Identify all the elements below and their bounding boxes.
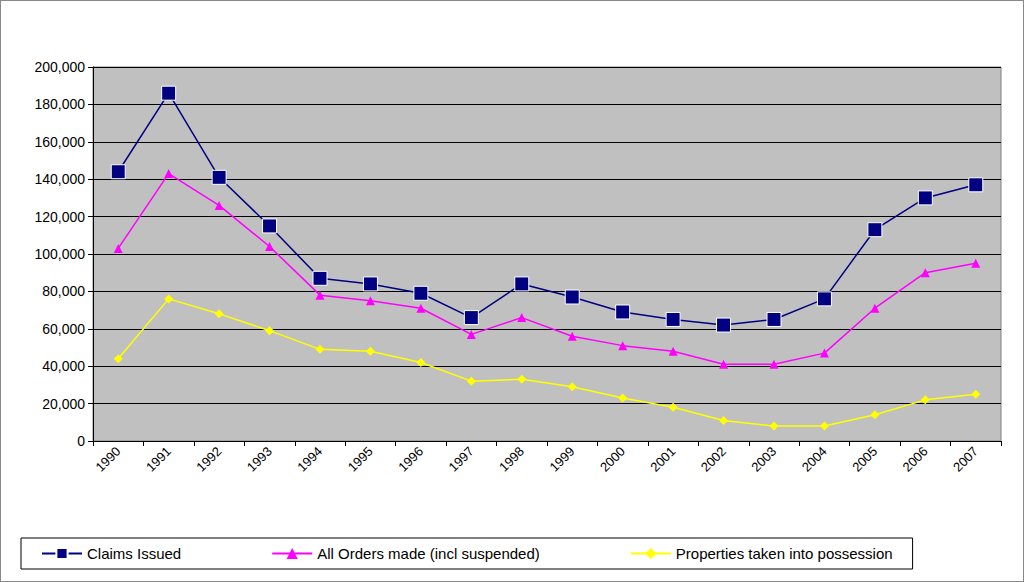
- svg-text:2001: 2001: [647, 444, 678, 475]
- svg-text:20,000: 20,000: [42, 396, 85, 412]
- svg-text:60,000: 60,000: [42, 321, 85, 337]
- svg-text:2002: 2002: [698, 444, 729, 475]
- svg-text:2006: 2006: [900, 444, 931, 475]
- svg-text:120,000: 120,000: [34, 209, 85, 225]
- svg-text:2003: 2003: [748, 444, 779, 475]
- svg-text:0: 0: [77, 433, 85, 449]
- svg-text:All Orders made (incl suspende: All Orders made (incl suspended): [317, 545, 540, 562]
- svg-text:200,000: 200,000: [34, 59, 85, 75]
- svg-text:1993: 1993: [244, 444, 275, 475]
- svg-text:1999: 1999: [546, 444, 577, 475]
- svg-text:2005: 2005: [849, 444, 880, 475]
- svg-text:80,000: 80,000: [42, 283, 85, 299]
- svg-text:1994: 1994: [294, 444, 325, 475]
- svg-text:1991: 1991: [143, 444, 174, 475]
- svg-text:2004: 2004: [799, 444, 830, 475]
- svg-text:1998: 1998: [496, 444, 527, 475]
- svg-text:100,000: 100,000: [34, 246, 85, 262]
- svg-text:160,000: 160,000: [34, 134, 85, 150]
- svg-text:140,000: 140,000: [34, 171, 85, 187]
- svg-text:1997: 1997: [446, 444, 477, 475]
- svg-text:Claims Issued: Claims Issued: [87, 545, 181, 562]
- svg-text:180,000: 180,000: [34, 96, 85, 112]
- svg-text:1995: 1995: [345, 444, 376, 475]
- svg-text:1992: 1992: [193, 444, 224, 475]
- svg-text:1990: 1990: [92, 444, 123, 475]
- svg-text:Properties taken into possessi: Properties taken into possession: [676, 545, 893, 562]
- svg-text:2007: 2007: [950, 444, 981, 475]
- svg-text:1996: 1996: [395, 444, 426, 475]
- svg-text:40,000: 40,000: [42, 358, 85, 374]
- svg-text:2000: 2000: [597, 444, 628, 475]
